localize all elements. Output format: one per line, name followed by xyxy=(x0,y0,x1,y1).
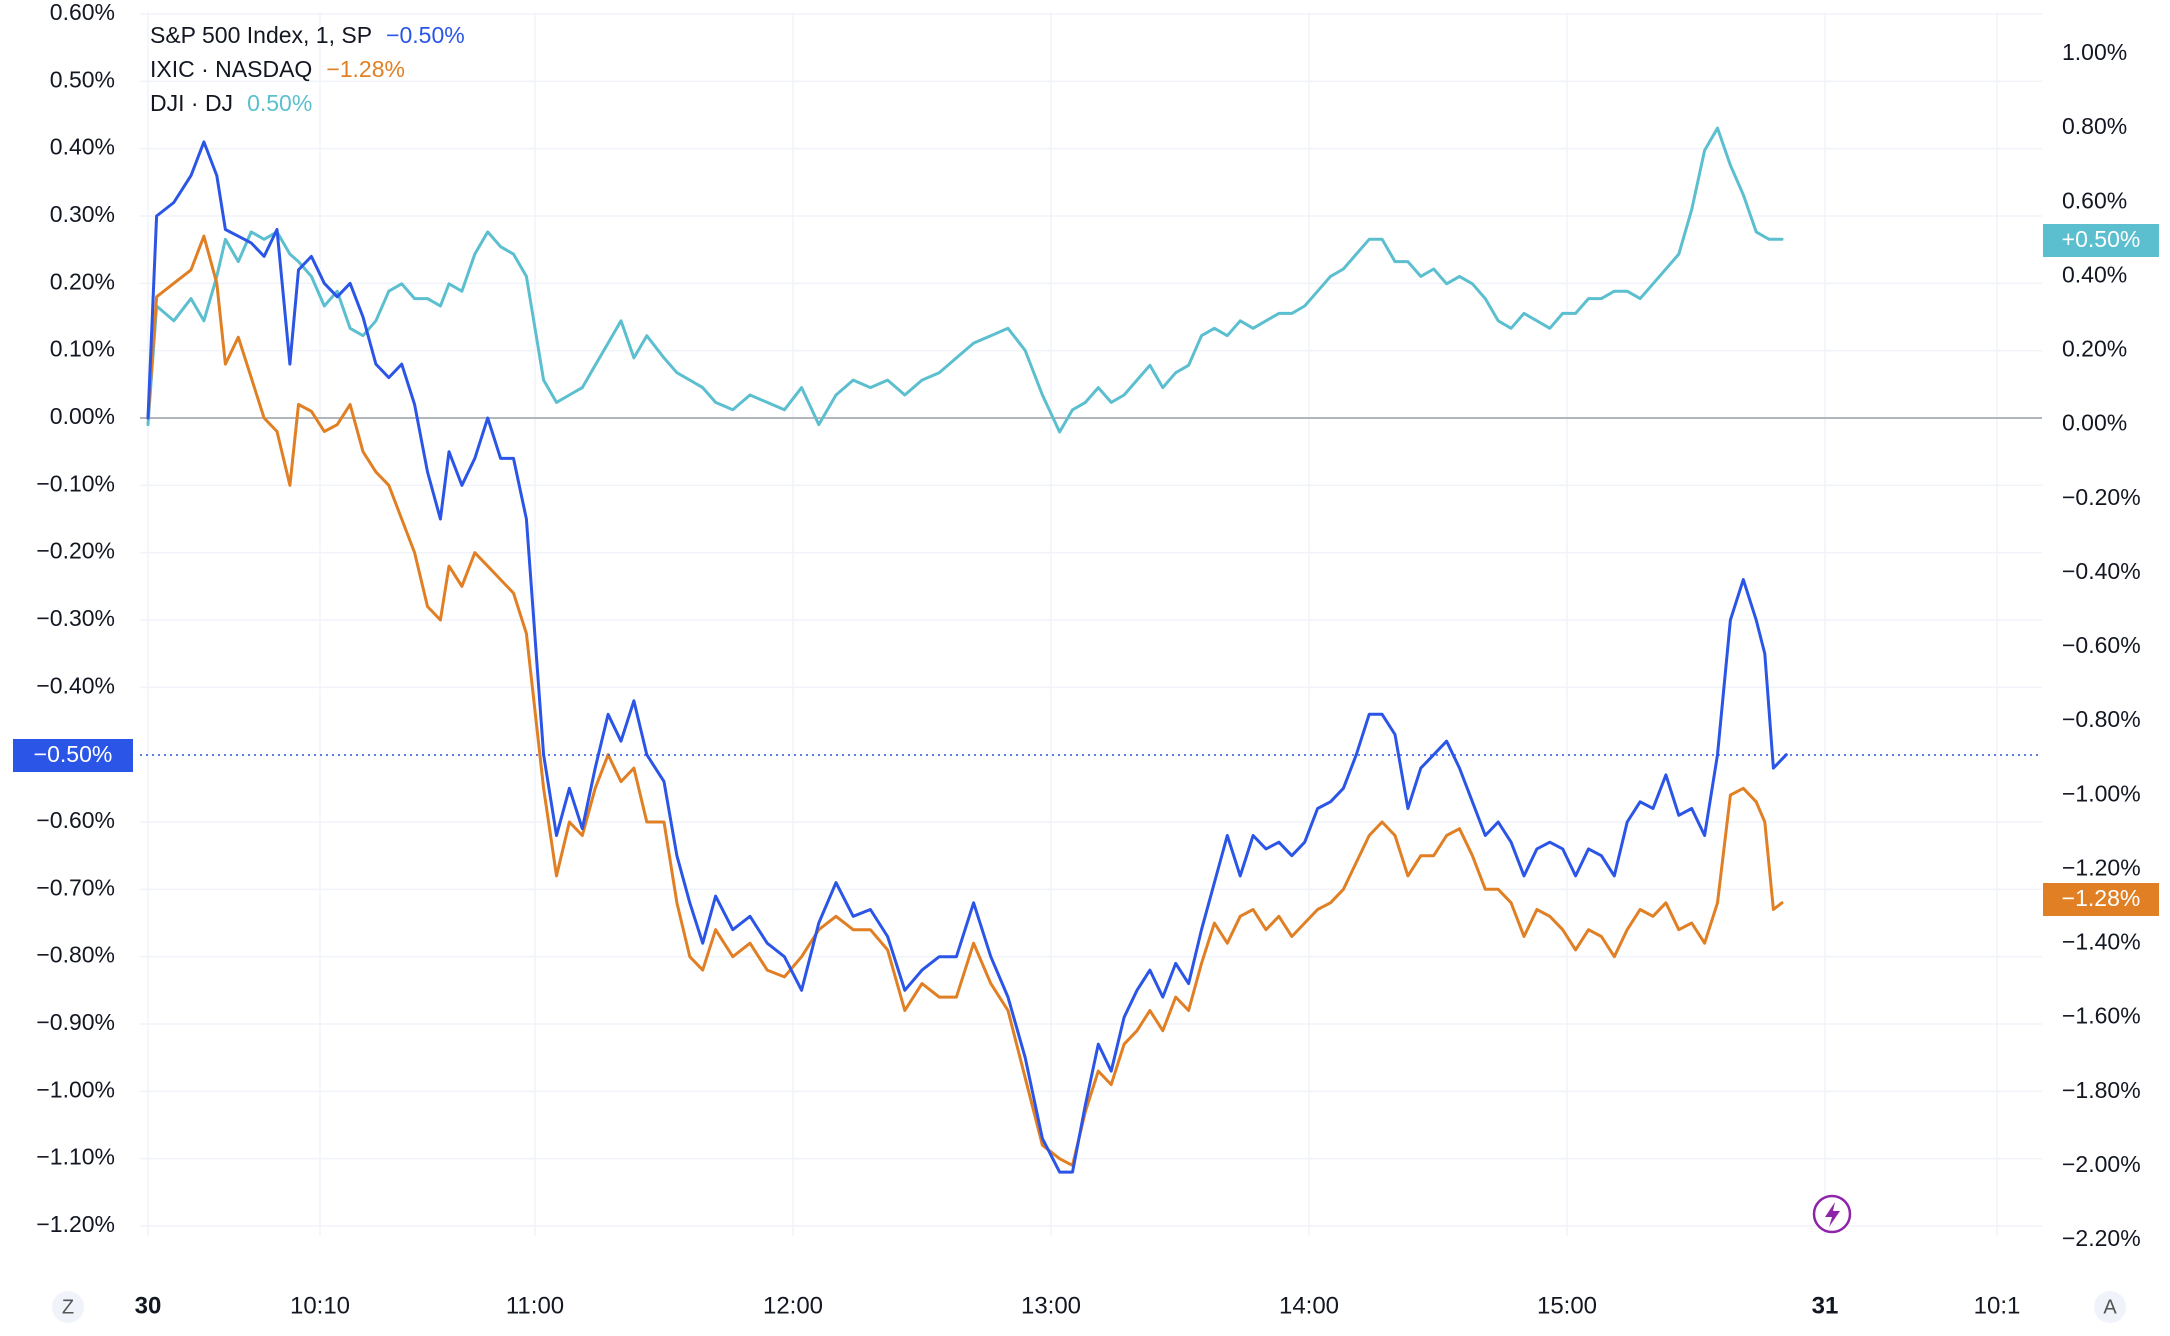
left-tick-3: 0.30% xyxy=(50,201,115,227)
left-tick-2: 0.40% xyxy=(50,134,115,160)
right-axis: 1.00% 0.80% 0.60% 0.40% 0.20% 0.00% −0.20% −0.4… xyxy=(2062,39,2141,1251)
right-badge-dj-bg xyxy=(2043,224,2159,257)
series-line-sp[interactable] xyxy=(146,140,1788,1174)
legend-label-sp: S&P 500 Index, 1, SP xyxy=(150,22,372,48)
right-tick-12: −1.40% xyxy=(2062,929,2141,955)
right-badge-dj-text: +0.50% xyxy=(2062,226,2141,252)
x-tick-7: 31 xyxy=(1812,1292,1839,1319)
right-tick-3: 0.40% xyxy=(2062,261,2127,287)
zoom-corner-bg xyxy=(52,1291,84,1323)
right-tick-16: −2.20% xyxy=(2062,1225,2141,1251)
right-tick-7: −0.40% xyxy=(2062,558,2141,584)
legend-item-dj[interactable]: DJI · DJ 0.50% xyxy=(150,90,312,116)
auto-corner-button[interactable]: A xyxy=(2094,1291,2126,1323)
left-badge-sp-bg xyxy=(13,739,133,772)
auto-corner-label: A xyxy=(2103,1296,2117,1318)
left-badge-sp-text: −0.50% xyxy=(34,741,113,767)
left-axis: 0.60% 0.50% 0.40% 0.30% 0.20% 0.10% 0.00% −0.10… xyxy=(36,0,115,1237)
left-tick-17: −1.20% xyxy=(36,1211,115,1237)
series-line-nasdaq[interactable] xyxy=(146,234,1784,1167)
right-tick-10: −1.00% xyxy=(2062,780,2141,806)
x-tick-5: 14:00 xyxy=(1279,1292,1339,1319)
x-tick-0: 30 xyxy=(135,1292,162,1319)
right-tick-8: −0.60% xyxy=(2062,632,2141,658)
x-tick-3: 12:00 xyxy=(763,1292,823,1319)
x-tick-6: 15:00 xyxy=(1537,1292,1597,1319)
left-tick-15: −1.00% xyxy=(36,1076,115,1102)
left-tick-0: 0.60% xyxy=(50,0,115,25)
right-badge-nasdaq-text: −1.28% xyxy=(2062,885,2141,911)
left-tick-5: 0.10% xyxy=(50,336,115,362)
legend: S&P 500 Index, 1, SP −0.50% IXIC · NASDAQ… xyxy=(150,22,465,116)
x-axis: 30 10:10 11:00 12:00 13:00 14:00 15:00 31 10:1 xyxy=(135,1292,2021,1319)
right-tick-2: 0.60% xyxy=(2062,187,2127,213)
legend-value-nasdaq: −1.28% xyxy=(326,56,405,82)
auto-corner-bg xyxy=(2094,1291,2126,1323)
x-tick-8: 10:1 xyxy=(1974,1292,2021,1319)
right-tick-9: −0.80% xyxy=(2062,706,2141,732)
right-tick-11: −1.20% xyxy=(2062,854,2141,880)
left-tick-6: 0.00% xyxy=(50,403,115,429)
legend-value-dj: 0.50% xyxy=(247,90,312,116)
x-tick-1: 10:10 xyxy=(290,1292,350,1319)
left-tick-8: −0.20% xyxy=(36,538,115,564)
zoom-corner-button[interactable]: Z xyxy=(52,1291,84,1323)
legend-item-sp[interactable]: S&P 500 Index, 1, SP −0.50% xyxy=(150,22,465,48)
left-badge-sp: −0.50% xyxy=(13,739,133,772)
right-tick-14: −1.80% xyxy=(2062,1077,2141,1103)
right-badge-dj: +0.50% xyxy=(2043,224,2159,257)
lightning-icon xyxy=(1825,1202,1840,1227)
left-tick-7: −0.10% xyxy=(36,470,115,496)
right-badge-nasdaq-bg xyxy=(2043,883,2159,916)
lightning-button[interactable] xyxy=(1812,1194,1852,1234)
x-tick-4: 13:00 xyxy=(1021,1292,1081,1319)
legend-item-nasdaq[interactable]: IXIC · NASDAQ −1.28% xyxy=(150,56,405,82)
series-layer xyxy=(146,126,1788,1174)
right-tick-5: 0.00% xyxy=(2062,410,2127,436)
left-tick-9: −0.30% xyxy=(36,605,115,631)
right-tick-1: 0.80% xyxy=(2062,113,2127,139)
x-tick-2: 11:00 xyxy=(506,1292,564,1319)
left-tick-4: 0.20% xyxy=(50,268,115,294)
right-tick-6: −0.20% xyxy=(2062,484,2141,510)
right-tick-0: 1.00% xyxy=(2062,39,2127,65)
right-badge-nasdaq: −1.28% xyxy=(2043,883,2159,916)
right-tick-4: 0.20% xyxy=(2062,336,2127,362)
left-tick-11: −0.60% xyxy=(36,807,115,833)
legend-value-sp: −0.50% xyxy=(386,22,465,48)
grid xyxy=(140,12,2042,1236)
left-tick-14: −0.90% xyxy=(36,1009,115,1035)
left-tick-1: 0.50% xyxy=(50,66,115,92)
legend-label-dj: DJI · DJ xyxy=(150,90,233,116)
left-tick-10: −0.40% xyxy=(36,672,115,698)
left-tick-12: −0.70% xyxy=(36,874,115,900)
legend-label-nasdaq: IXIC · NASDAQ xyxy=(150,56,312,82)
zoom-corner-label: Z xyxy=(62,1296,74,1318)
right-tick-13: −1.60% xyxy=(2062,1003,2141,1029)
series-line-dj[interactable] xyxy=(146,126,1784,434)
left-tick-13: −0.80% xyxy=(36,942,115,968)
left-tick-16: −1.10% xyxy=(36,1144,115,1170)
right-tick-15: −2.00% xyxy=(2062,1151,2141,1177)
